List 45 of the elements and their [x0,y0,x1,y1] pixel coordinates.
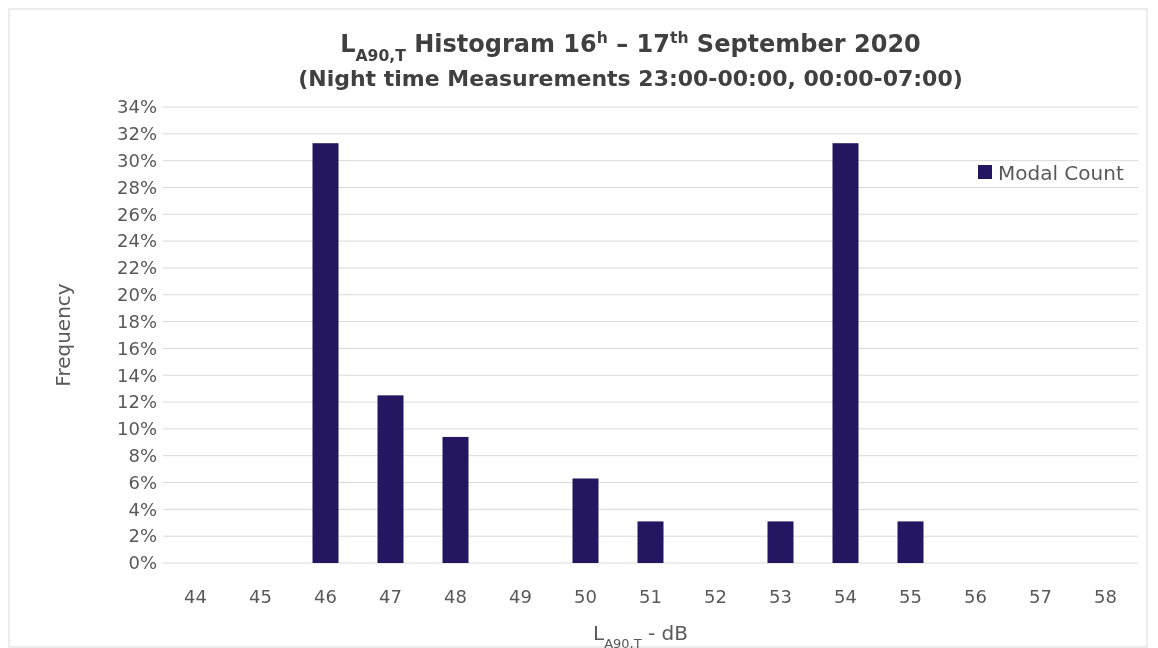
bar [832,143,859,563]
y-tick-label: 20% [116,284,157,306]
y-tick-label: 24% [116,230,157,252]
x-tick-label: 57 [1029,586,1052,607]
y-tick-label: 2% [128,525,157,547]
x-tick-label: 51 [639,586,662,607]
x-tick-label: 55 [899,586,922,607]
y-tick-label: 0% [128,552,157,574]
bar [442,436,469,563]
x-tick-label: 49 [509,586,532,607]
y-tick-label: 6% [128,471,157,493]
x-tick-label: 48 [444,586,467,607]
x-tick-label: 52 [704,586,727,607]
bar [897,521,924,563]
y-tick-label: 14% [116,364,157,386]
y-tick-label: 34% [116,96,157,118]
y-tick-label: 18% [116,310,157,332]
chart-title: L$_{A90,T}$ Histogram 16$^{h}$ – 17$^{th}$ September 2020 [340,29,921,65]
y-axis-title: Frequency [51,283,75,387]
y-tick-label: 8% [128,445,157,467]
x-tick-label: 46 [314,586,337,607]
y-tick-label: 32% [116,123,157,145]
x-tick-label: 44 [184,586,207,607]
y-tick-label: 28% [116,176,157,198]
bar [572,478,599,563]
x-tick-label: 56 [964,586,987,607]
bar [637,521,664,563]
y-tick-label: 4% [128,498,157,520]
x-tick-label: 53 [769,586,792,607]
y-tick-label: 22% [116,257,157,279]
x-tick-label: 47 [379,586,402,607]
x-tick-label: 54 [834,586,857,607]
y-tick-label: 12% [116,391,157,413]
bar [312,143,339,563]
x-tick-label: 45 [249,586,272,607]
legend-label: Modal Count [998,161,1124,185]
y-tick-label: 10% [116,418,157,440]
y-tick-label: 26% [116,203,157,225]
x-tick-label: 58 [1094,586,1117,607]
y-tick-label: 16% [116,337,157,359]
bar [377,395,404,563]
bar [767,521,794,563]
x-tick-label: 50 [574,586,597,607]
chart-subtitle: (Night time Measurements 23:00-00:00, 00:00-07:00) [298,66,963,91]
y-tick-label: 30% [116,149,157,171]
